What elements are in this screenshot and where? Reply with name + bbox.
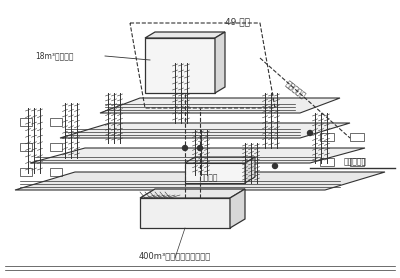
Bar	[185, 163, 245, 183]
Bar	[20, 168, 32, 176]
Text: 400m³生活消防合用蓄水池: 400m³生活消防合用蓄水池	[139, 251, 211, 260]
Polygon shape	[100, 98, 340, 113]
Circle shape	[182, 145, 188, 150]
Bar	[350, 133, 364, 141]
Text: 市政给水管: 市政给水管	[283, 79, 307, 101]
Polygon shape	[215, 32, 225, 93]
Circle shape	[198, 145, 202, 150]
Bar	[50, 118, 62, 126]
Bar	[320, 133, 334, 141]
Bar	[50, 143, 62, 151]
Circle shape	[272, 163, 278, 168]
Text: 加压泵房: 加压泵房	[200, 173, 218, 182]
Bar	[145, 38, 215, 93]
Polygon shape	[185, 157, 255, 163]
Polygon shape	[60, 123, 350, 138]
Bar	[140, 198, 230, 228]
Polygon shape	[15, 172, 385, 190]
Polygon shape	[30, 148, 365, 163]
Polygon shape	[140, 189, 245, 198]
Bar	[320, 158, 334, 166]
Circle shape	[308, 130, 312, 135]
Polygon shape	[245, 157, 255, 183]
Text: 市政给水管: 市政给水管	[344, 157, 366, 166]
Bar	[20, 143, 32, 151]
Text: 18m³消防容积: 18m³消防容积	[35, 51, 74, 61]
Bar	[50, 168, 62, 176]
Polygon shape	[230, 189, 245, 228]
Bar	[350, 158, 364, 166]
Bar	[20, 118, 32, 126]
Text: 49 号楼: 49 号楼	[225, 17, 250, 26]
Polygon shape	[145, 32, 225, 38]
